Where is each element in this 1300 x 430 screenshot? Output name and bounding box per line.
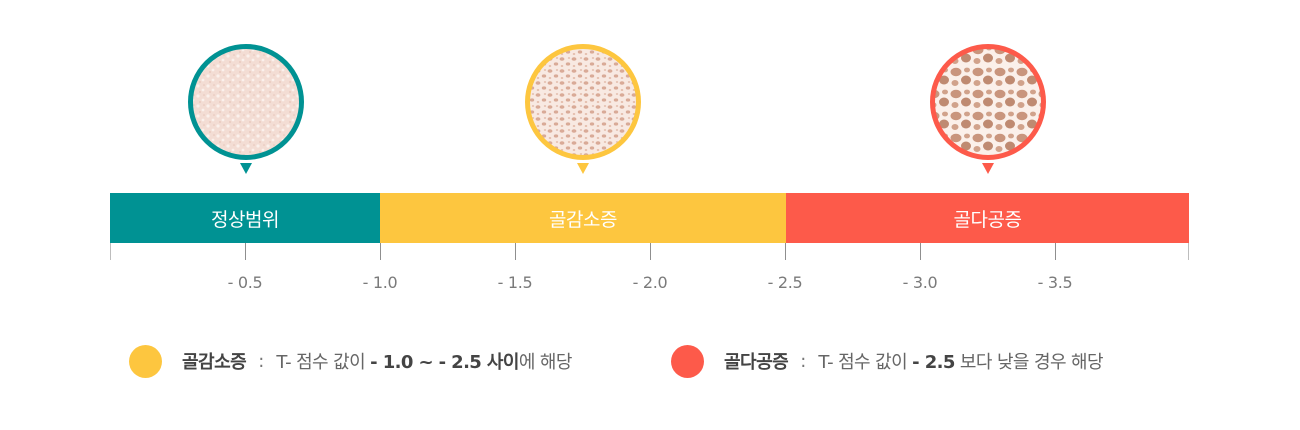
segment-osteoporosis: 골다공증 [786, 193, 1189, 243]
axis-tick-label: - 3.5 [1037, 273, 1073, 292]
axis-tick [515, 243, 516, 260]
legend-text-bold: - 1.0 ~ - 2.5 사이 [370, 352, 519, 373]
segment-osteopenia: 골감소증 [380, 193, 786, 243]
legend-osteopenia-name: 골감소증 [182, 352, 247, 373]
axis-tick [245, 243, 246, 260]
axis-tick-label: - 2.5 [767, 273, 803, 292]
axis-tick [785, 243, 786, 260]
marker-osteopenia [523, 44, 643, 176]
legend-colon: : [258, 350, 265, 372]
legend-osteoporosis-description: T- 점수 값이 - 2.5 보다 낮을 경우 해당 [818, 348, 1103, 374]
axis-edge-tick-right [1188, 243, 1189, 260]
legend-text-pre: T- 점수 값이 [818, 352, 913, 373]
segment-osteoporosis-label: 골다공증 [953, 208, 1022, 231]
axis-tick-label: - 2.0 [632, 273, 668, 292]
legend-osteopenia: 골감소증 : T- 점수 값이 - 1.0 ~ - 2.5 사이에 해당 [129, 343, 572, 379]
axis-edge-tick-left [110, 243, 111, 260]
segment-normal: 정상범위 [110, 193, 380, 243]
marker-osteoporosis [928, 44, 1048, 176]
segment-osteopenia-label: 골감소증 [549, 208, 617, 231]
t-score-axis: - 0.5 - 1.0 - 1.5 - 2.0 - 2.5 - 3.0 - 3.… [110, 243, 1189, 293]
legend-text-post: 보다 낮을 경우 해당 [954, 352, 1104, 373]
legend-osteoporosis-name: 골다공증 [724, 352, 789, 373]
range-bar: 정상범위 골감소증 골다공증 [110, 193, 1189, 243]
osteopenia-bone-texture-icon [525, 44, 641, 174]
legend-colon: : [800, 350, 807, 372]
normal-bone-texture-icon [188, 44, 304, 174]
axis-tick-label: - 3.0 [902, 273, 938, 292]
legend-osteoporosis: 골다공증 : T- 점수 값이 - 2.5 보다 낮을 경우 해당 [671, 343, 1104, 379]
legend-text-bold: - 2.5 [912, 352, 955, 373]
segment-normal-label: 정상범위 [211, 208, 279, 231]
osteopenia-dot-icon [129, 344, 162, 378]
axis-tick-label: - 1.5 [497, 273, 533, 292]
marker-normal [186, 44, 306, 176]
axis-tick [650, 243, 651, 260]
axis-tick-label: - 0.5 [227, 273, 263, 292]
axis-tick-label: - 1.0 [362, 273, 398, 292]
legend-text-post: 에 해당 [518, 352, 573, 373]
osteoporosis-dot-icon [671, 344, 704, 378]
axis-tick [380, 243, 381, 260]
legend-text-pre: T- 점수 값이 [276, 352, 371, 373]
axis-tick [920, 243, 921, 260]
axis-tick [1055, 243, 1056, 260]
osteoporosis-bone-texture-icon [930, 44, 1046, 174]
legend-osteopenia-description: T- 점수 값이 - 1.0 ~ - 2.5 사이에 해당 [276, 348, 572, 374]
